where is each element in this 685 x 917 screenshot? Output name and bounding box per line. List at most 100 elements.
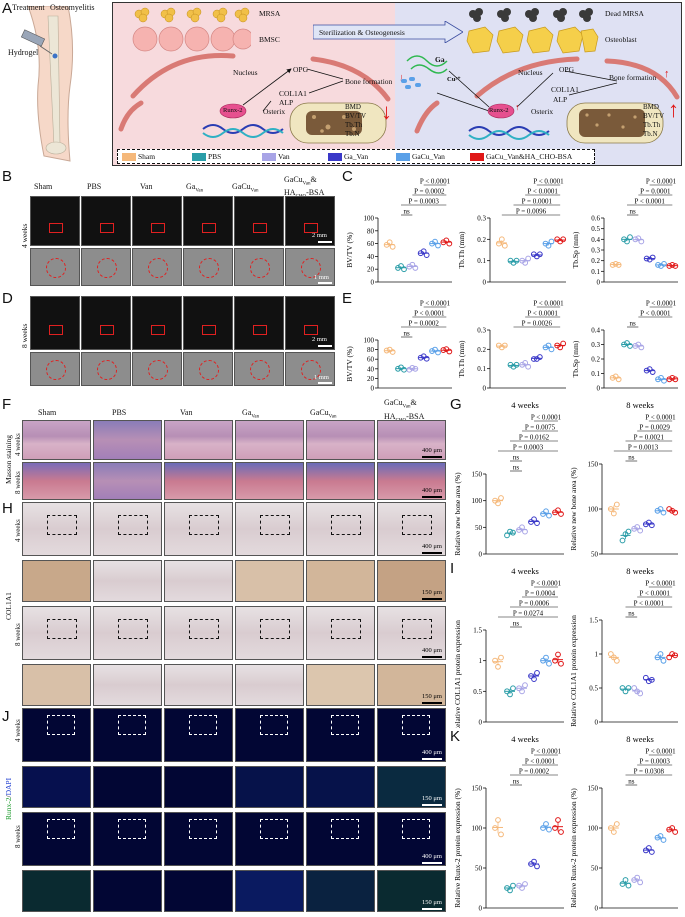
panel-label-f: F (2, 396, 12, 413)
p-value-label: P = 0.0002 (414, 188, 445, 196)
scale-bar-j4: 150 μm (422, 899, 442, 906)
data-point (627, 343, 633, 349)
data-point (555, 651, 561, 658)
if-zoom-gacu-8w (306, 870, 375, 912)
data-point (672, 652, 679, 659)
p-value-label: P = 0.0006 (519, 600, 550, 608)
treatment-label: Treatment (12, 3, 45, 12)
chart-e2: Tb.Th (mm) 0 0.1 0.2 0.3 P < 0.0001 P < 0.0001… (457, 300, 567, 393)
row-label-j-8w: 8 weeks (14, 825, 22, 848)
data-point (528, 519, 534, 525)
p-value-label: P = 0.0002 (519, 768, 550, 776)
p-value-label: P = 0.0003 (408, 198, 439, 206)
y-tick-label: 0.4 (591, 327, 600, 335)
data-point (624, 238, 630, 245)
p-value-label: P = 0.0021 (634, 434, 665, 442)
if-combo-4w: 400 μm (377, 708, 446, 762)
row-label-h-4w: 4 weeks (14, 519, 22, 542)
data-point (531, 858, 537, 865)
schematic-legend: Sham PBS Van Ga_Van GaCu_Van GaCu_Van&HA… (117, 149, 595, 164)
panel-label-k: K (450, 728, 461, 745)
data-point (530, 356, 537, 362)
if-zoom-sham-4w (22, 766, 91, 808)
metric-bmd-left: BMD (345, 103, 361, 111)
data-point (635, 235, 642, 242)
data-point (661, 377, 667, 384)
y-tick-label: 0 (595, 905, 599, 913)
y-tick-label: 0.3 (591, 247, 600, 255)
data-point (519, 885, 525, 891)
masson-ga-4w (235, 420, 304, 460)
data-point (548, 346, 555, 353)
p-value-label: P < 0.0001 (531, 414, 562, 422)
y-tick-label: 150 (588, 461, 599, 469)
metric-bvtv-right: BV/TV (643, 112, 664, 120)
if-zoom-ga-4w (235, 766, 304, 808)
col1a1-label-left: COL1A1 (279, 89, 307, 98)
masson-ga-8w (235, 462, 304, 500)
y-tick-label: 0.3 (477, 327, 486, 335)
data-point (522, 528, 528, 535)
y-axis-label: Relative new bone area (%) (453, 472, 462, 556)
data-point (528, 673, 534, 679)
data-point (429, 348, 435, 354)
legend-swatch-sham (122, 153, 136, 161)
ct-zoom-pbs-4w (81, 248, 131, 286)
data-point (443, 237, 450, 244)
ct-image-combo-4w: 2 mm (285, 196, 335, 246)
y-tick-label: 0 (597, 279, 601, 287)
data-point (610, 510, 617, 517)
data-point (625, 685, 632, 691)
data-point (420, 248, 427, 255)
y-tick-label: 0.1 (477, 257, 486, 265)
data-point (522, 682, 528, 689)
y-tick-label: 50 (591, 551, 599, 559)
data-point (607, 506, 614, 512)
data-point (507, 691, 513, 698)
bmsc-cells (131, 25, 254, 53)
metrics-left: BMD BV/TV Tb.Th Tb.N (345, 103, 366, 139)
ihc-zoom-van-4w (164, 560, 233, 602)
data-point (622, 688, 629, 695)
scale-bar-d-bottom: 1 mm (314, 374, 329, 381)
bone-section-left (288, 99, 388, 147)
scale-bar-j3: 400 μm (422, 853, 442, 860)
y-tick-label: 0.2 (477, 236, 486, 244)
masson-sham-8w (22, 462, 91, 500)
y-tick-label: 0 (595, 719, 599, 727)
data-point (423, 252, 430, 259)
y-axis-label: Relative Runx-2 protein expression (%) (569, 788, 578, 908)
data-point (661, 260, 667, 267)
data-point (624, 340, 630, 346)
data-point (638, 238, 645, 245)
masson-header-ga: GaVan (242, 408, 260, 420)
y-tick-label: 60 (367, 240, 375, 248)
data-point (412, 265, 419, 271)
osteoblast-label: Osteoblast (605, 35, 637, 44)
y-tick-label: 150 (472, 785, 483, 793)
p-value-label: ns (630, 320, 637, 328)
if-group-8w: 400 μm 150 μm (22, 812, 446, 912)
chart-title: 4 weeks (511, 734, 539, 744)
data-point (510, 529, 516, 536)
row-label-f-8w: 8 weeks (14, 471, 22, 494)
y-tick-label: 1 (479, 657, 483, 665)
alp-label-right: ALP (553, 95, 568, 104)
ga-label: Ga (435, 55, 445, 64)
data-point (395, 365, 401, 372)
if-zoom-ga-8w (235, 870, 304, 912)
data-point (534, 520, 540, 526)
data-point (498, 831, 504, 838)
data-point (498, 495, 504, 501)
chart-c1: BV/TV (%) 0 20 40 60 80 100 P < 0.0001 P = 0.000… (345, 178, 453, 287)
micro-ct-4w: 4 weeks 2 mm 1 mm (20, 196, 338, 288)
y-axis-label: BV/TV (%) (345, 346, 354, 382)
chart-k1: 4 weeks Relative Runx-2 protein expressio… (453, 734, 564, 913)
scale-bar-b-top: 2 mm (312, 232, 327, 239)
data-point (435, 242, 441, 249)
data-point (615, 376, 622, 383)
p-value-label: P = 0.0001 (640, 188, 671, 196)
data-point (613, 821, 620, 827)
scale-bar-f-bottom: 400 μm (422, 487, 442, 494)
p-value-label: P < 0.0001 (646, 178, 677, 186)
